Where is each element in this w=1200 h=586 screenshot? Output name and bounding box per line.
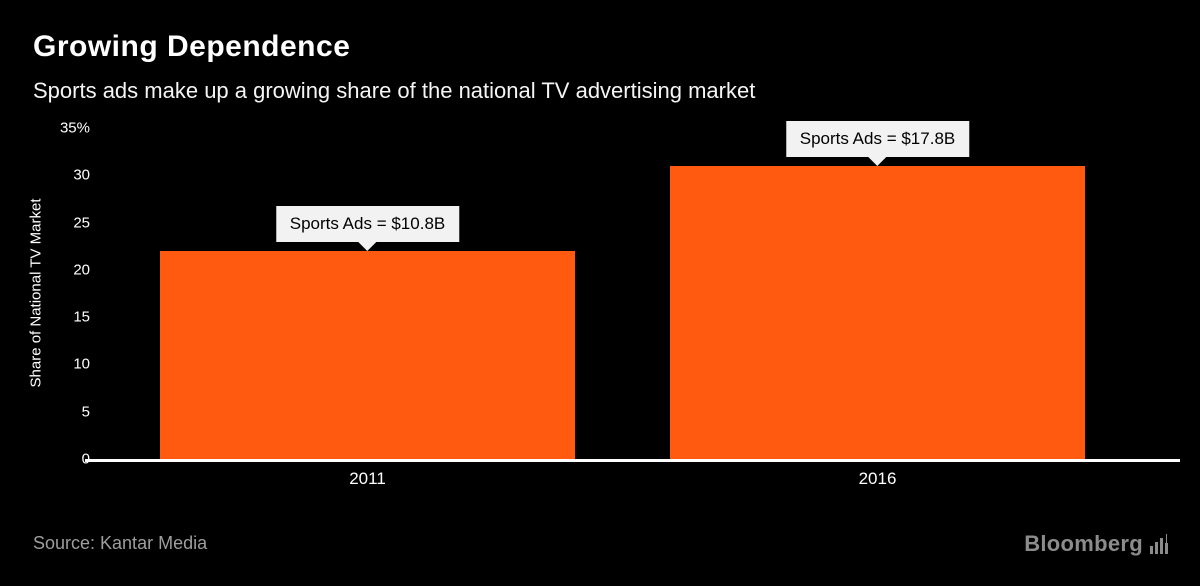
plot-area: Sports Ads = $10.8B 2011 Sports Ads = $1… [85, 120, 1180, 488]
y-tick-label: 25 [73, 214, 90, 232]
bloomberg-chart-icon [1150, 534, 1172, 554]
y-axis-ticks: 0 5 10 15 20 25 30 35% [40, 121, 90, 467]
annotation-arrow-icon [358, 241, 377, 251]
annotation-arrow-icon [868, 156, 887, 166]
y-tick-label: 15 [73, 308, 90, 326]
y-tick-label: 20 [73, 261, 90, 279]
bar: Sports Ads = $17.8B 2016 [670, 120, 1085, 488]
y-tick-label: 10 [73, 355, 90, 373]
bloomberg-wordmark: Bloomberg [1024, 531, 1143, 556]
chart-subtitle: Sports ads make up a growing share of th… [33, 78, 756, 103]
chart-title: Growing Dependence [33, 30, 351, 63]
y-tick-label: 5 [81, 403, 90, 421]
bar: Sports Ads = $10.8B 2011 [160, 205, 575, 488]
x-tick-label: 2016 [858, 469, 897, 488]
source-credit: Source: Kantar Media [33, 533, 208, 553]
annotation-label: Sports Ads = $10.8B [275, 205, 460, 242]
bloomberg-logo: Bloomberg [1024, 531, 1172, 557]
annotation-callout: Sports Ads = $10.8B [275, 205, 460, 251]
annotation-callout: Sports Ads = $17.8B [785, 120, 970, 166]
y-tick-label: 35% [59, 119, 90, 137]
x-tick-label: 2011 [349, 469, 386, 488]
annotation-label: Sports Ads = $17.8B [785, 120, 970, 157]
y-tick-label: 30 [73, 166, 90, 184]
